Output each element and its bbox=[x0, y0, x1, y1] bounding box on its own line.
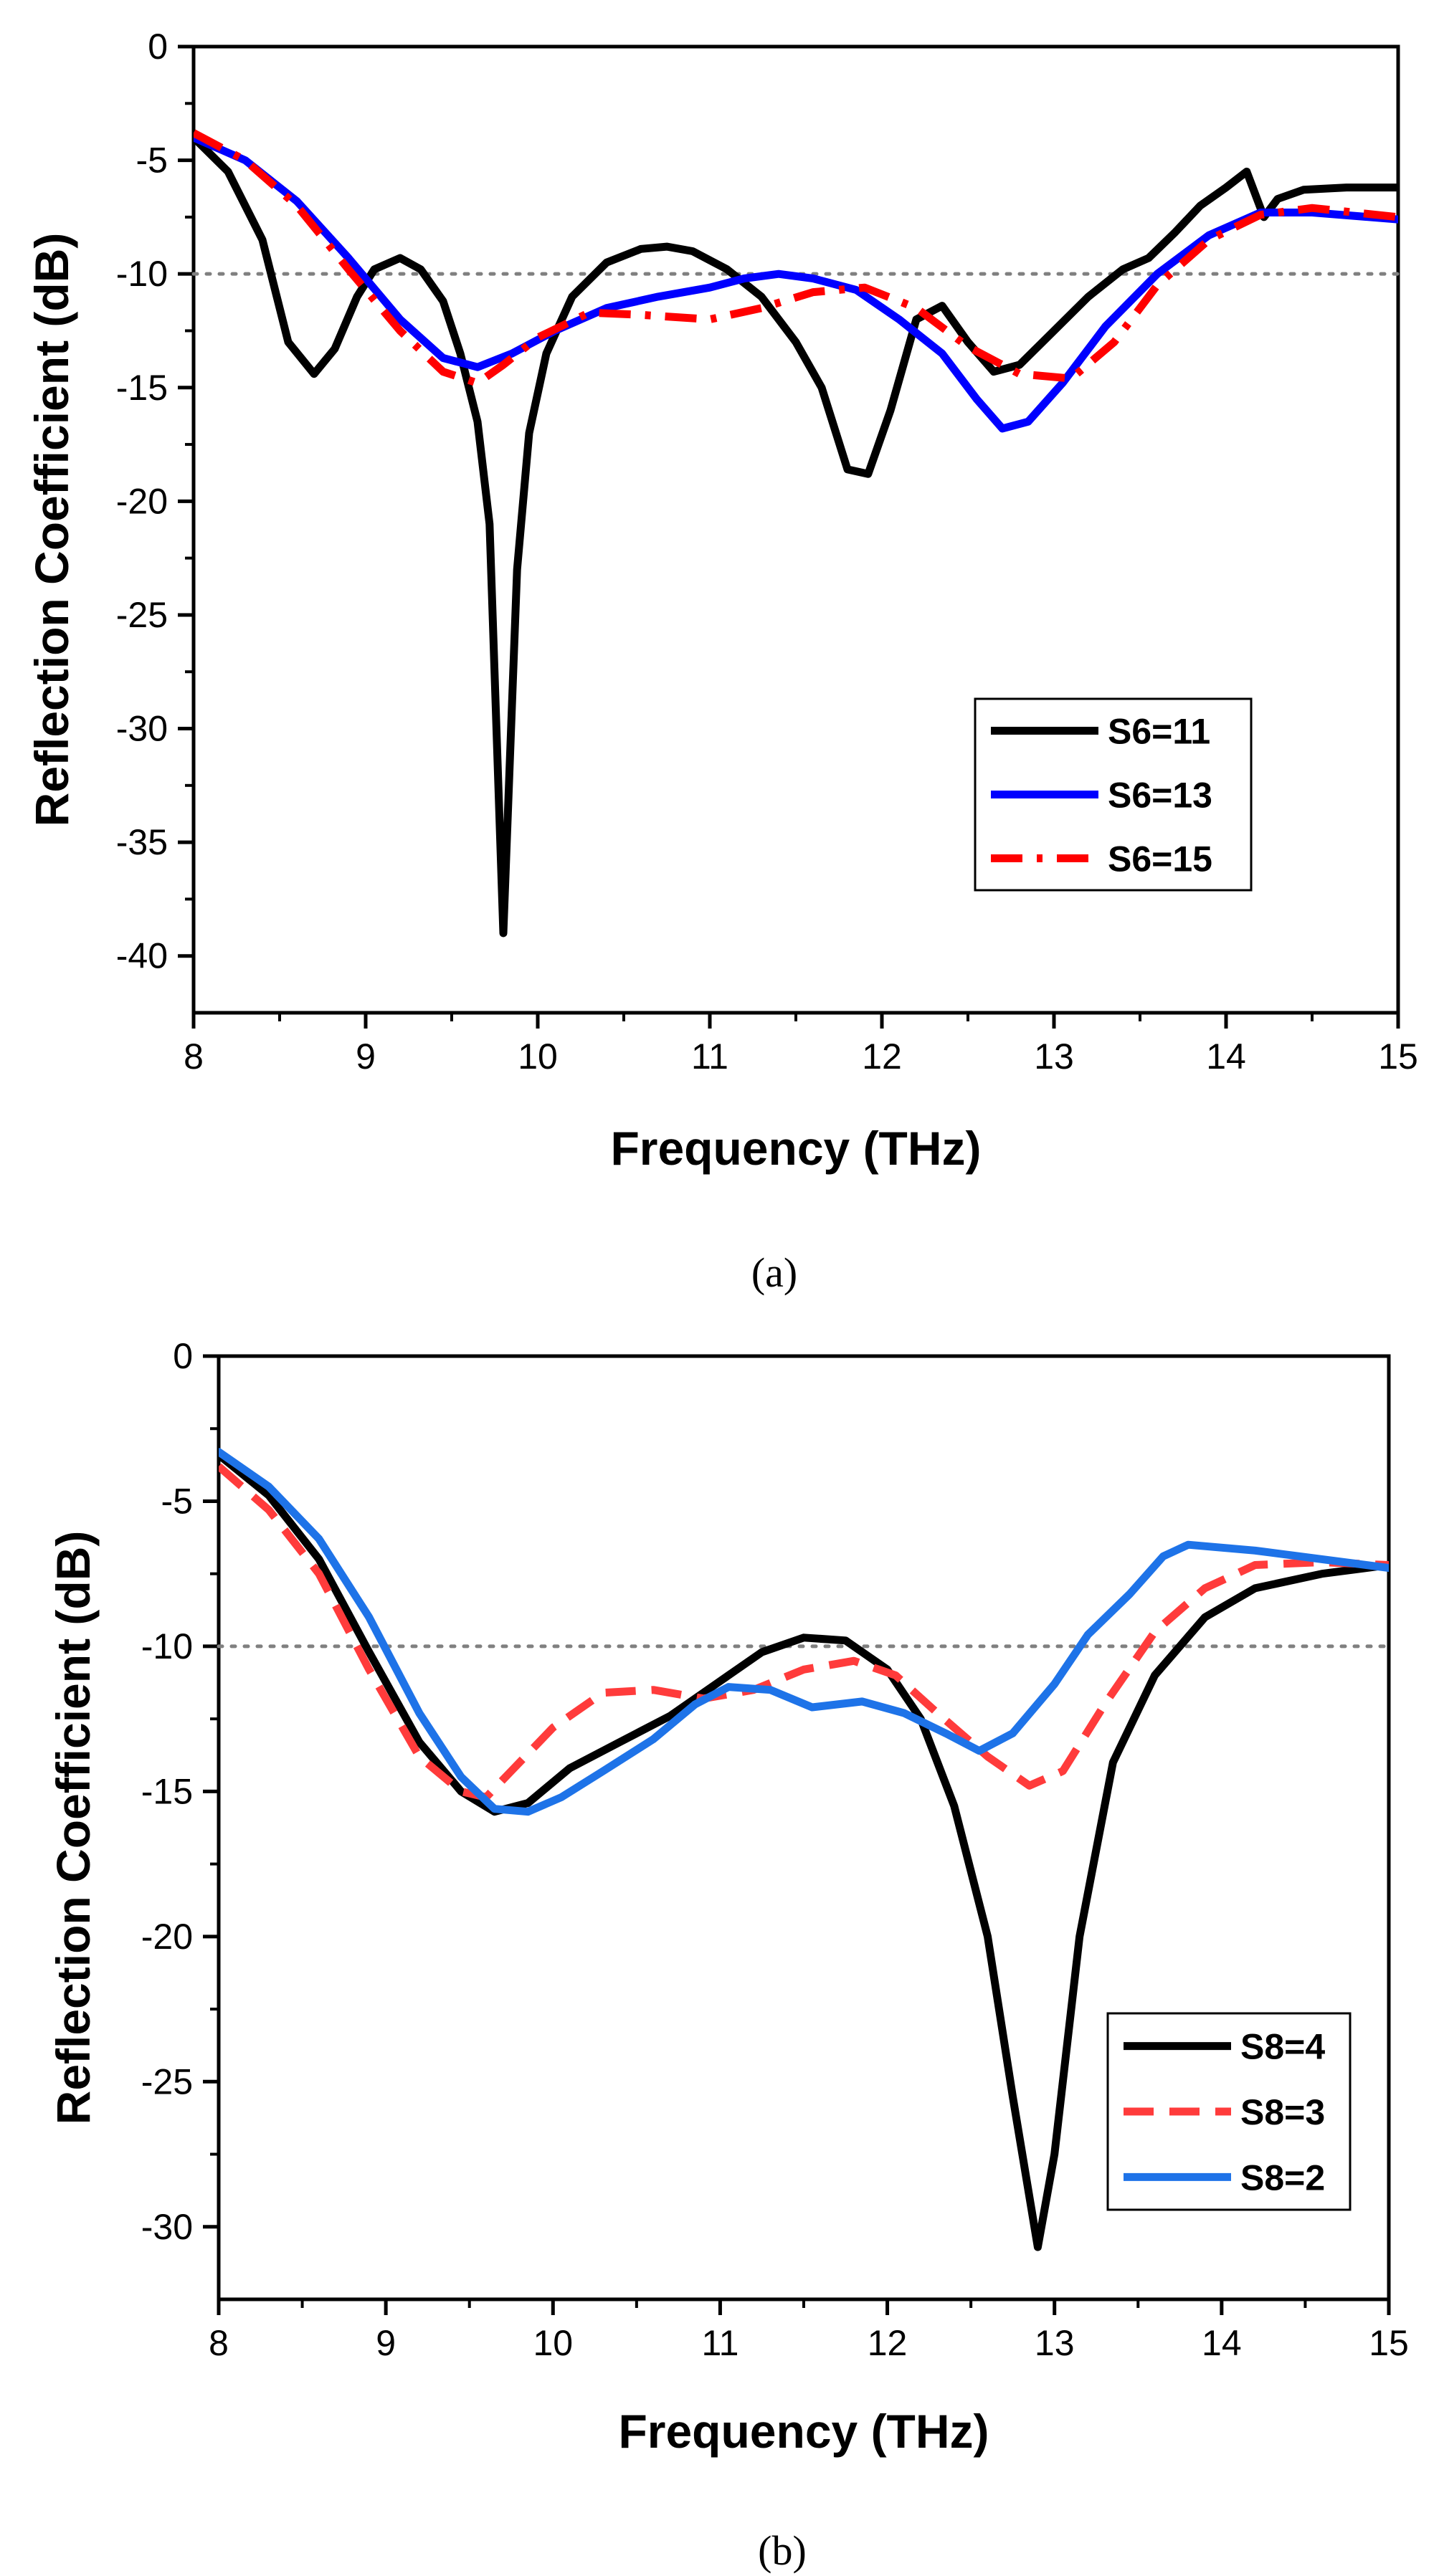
legend-label: S6=13 bbox=[1108, 776, 1212, 816]
y-tick-label: -25 bbox=[116, 595, 168, 635]
y-tick-label: -30 bbox=[116, 709, 168, 749]
figure-caption: (b) bbox=[758, 2527, 807, 2574]
x-tick-label: 9 bbox=[356, 1036, 376, 1077]
legend: S8=4 S8=3 S8=2 bbox=[1106, 2012, 1352, 2211]
x-tick-label: 10 bbox=[518, 1036, 558, 1077]
y-axis-title: Reflection Coefficient (dB) bbox=[25, 233, 78, 827]
chart-panel-a: 8 9 10 11 12 13 14 15 0 -5 -10 -15 -20 -25 -30 -35 -40 Fr… bbox=[25, 27, 1418, 1175]
x-tick-label: 10 bbox=[533, 2323, 573, 2363]
legend: S6=11 S6=13 S6=15 bbox=[974, 697, 1253, 892]
y-tick-label: -30 bbox=[141, 2207, 193, 2247]
legend-label: S6=15 bbox=[1108, 839, 1212, 879]
x-tick-label: 11 bbox=[701, 2323, 739, 2363]
series-line-S8-2 bbox=[219, 1448, 1389, 1816]
x-tick-label: 13 bbox=[1034, 1036, 1074, 1077]
y-tick-label: -15 bbox=[116, 368, 168, 408]
y-tick-label: -25 bbox=[141, 2061, 193, 2102]
legend-label: S8=2 bbox=[1240, 2157, 1325, 2198]
x-tick-label: 9 bbox=[376, 2323, 396, 2363]
legend-label: S8=4 bbox=[1240, 2027, 1325, 2067]
series-line-S6-13 bbox=[194, 133, 1398, 433]
legend-label: S8=3 bbox=[1240, 2092, 1325, 2132]
figure-caption: (a) bbox=[751, 1249, 797, 1296]
x-tick-label: 11 bbox=[691, 1036, 728, 1077]
series-line-S6-15 bbox=[194, 129, 1398, 387]
legend-label: S6=11 bbox=[1108, 712, 1210, 752]
series-group bbox=[194, 129, 1398, 938]
x-tick-label: 8 bbox=[209, 2323, 229, 2363]
series-line-S8-3 bbox=[219, 1463, 1389, 1801]
x-tick-label: 15 bbox=[1369, 2323, 1409, 2363]
y-tick-label: 0 bbox=[148, 27, 168, 67]
x-tick-label: 14 bbox=[1202, 2323, 1242, 2363]
x-tick-label: 13 bbox=[1035, 2323, 1075, 2363]
x-tick-label: 15 bbox=[1378, 1036, 1418, 1077]
y-tick-label: -5 bbox=[136, 140, 168, 181]
x-tick-label: 8 bbox=[184, 1036, 204, 1077]
x-axis-title: Frequency (THz) bbox=[610, 1122, 981, 1175]
y-tick-label: -20 bbox=[116, 481, 168, 521]
y-axis-title: Reflection Coefficient (dB) bbox=[47, 1531, 100, 2125]
y-tick-label: -20 bbox=[141, 1917, 193, 1957]
x-tick-label: 12 bbox=[868, 2323, 908, 2363]
x-tick-label: 12 bbox=[862, 1036, 902, 1077]
y-tick-label: -10 bbox=[141, 1626, 193, 1666]
series-group bbox=[219, 1448, 1389, 2251]
y-tick-label: -5 bbox=[161, 1481, 193, 1521]
y-tick-label: 0 bbox=[173, 1336, 193, 1376]
series-line-S6-11 bbox=[194, 133, 1398, 938]
y-tick-label: -40 bbox=[116, 936, 168, 976]
y-tick-label: -35 bbox=[116, 822, 168, 862]
y-tick-label: -15 bbox=[141, 1771, 193, 1811]
x-axis-title: Frequency (THz) bbox=[618, 2405, 989, 2458]
y-tick-label: -10 bbox=[116, 254, 168, 294]
x-tick-label: 14 bbox=[1206, 1036, 1246, 1077]
chart-panel-b: 8 9 10 11 12 13 14 15 0 -5 -10 -15 -20 -25 -30 Frequenc… bbox=[47, 1336, 1409, 2458]
